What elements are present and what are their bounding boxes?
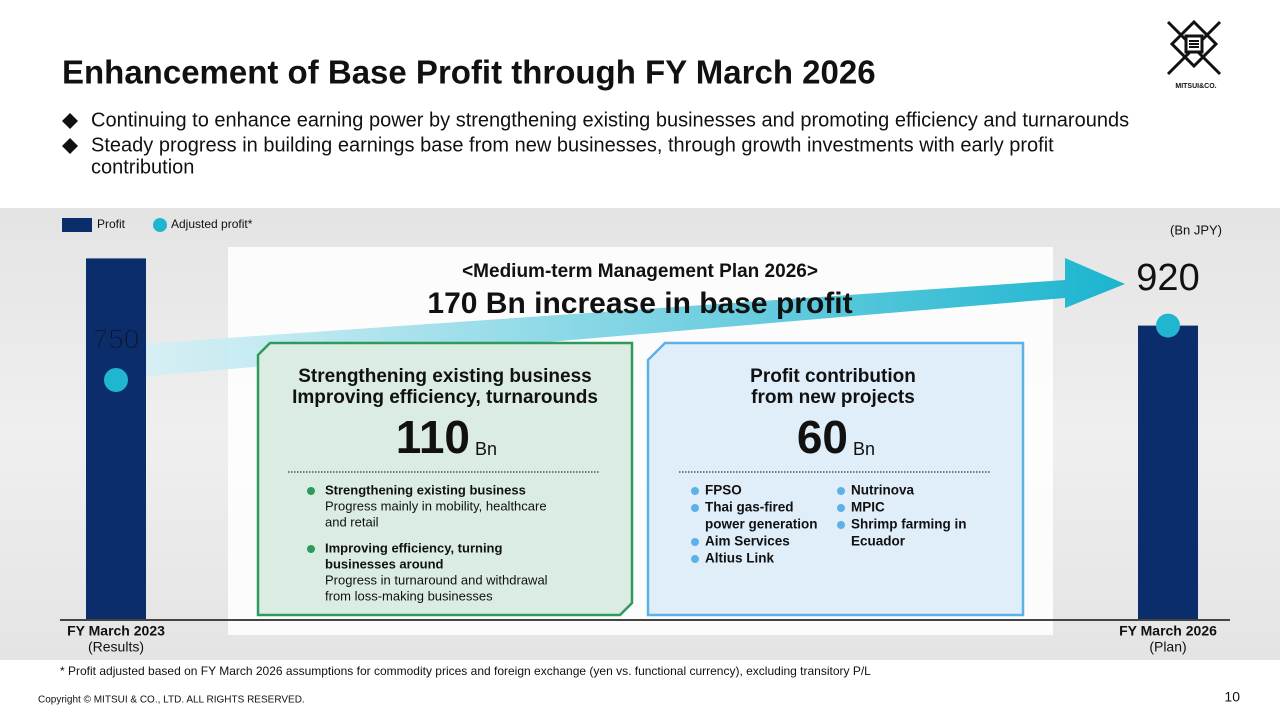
item-dot <box>691 538 699 546</box>
item-label: Aim Services <box>705 534 790 549</box>
slide-title: Enhancement of Base Profit through FY Ma… <box>62 54 876 91</box>
item-detail: Progress mainly in mobility, healthcare <box>325 498 547 513</box>
bullet-diamond <box>62 138 78 154</box>
logo-text: MITSUI&CO. <box>1175 83 1216 90</box>
box-unit: Bn <box>853 439 875 459</box>
item-label: Thai gas-fired <box>705 500 794 515</box>
legend-swatch <box>153 218 167 232</box>
item-dot <box>691 555 699 563</box>
bullet-text: contribution <box>91 156 194 178</box>
existing-business-box <box>256 341 634 617</box>
box-amount: 110 <box>396 411 470 463</box>
box-amount: 60 <box>797 411 848 463</box>
item-dot <box>691 504 699 512</box>
adjusted-profit-dot <box>104 368 128 392</box>
category-label: FY March 2026 <box>1119 623 1217 639</box>
item-label: Shrimp farming in <box>851 517 967 532</box>
box-unit: Bn <box>475 439 497 459</box>
category-label: FY March 2023 <box>67 623 165 639</box>
item-label: Ecuador <box>851 534 906 549</box>
item-label: power generation <box>705 517 818 532</box>
unit-label: (Bn JPY) <box>1170 222 1222 237</box>
category-note: (Plan) <box>1149 639 1186 655</box>
item-label: Nutrinova <box>851 483 914 498</box>
bullet-text: Steady progress in building earnings bas… <box>91 134 1054 156</box>
item-detail: from loss-making businesses <box>325 588 493 603</box>
bullet-diamond <box>62 113 78 129</box>
item-label: MPIC <box>851 500 885 515</box>
new-projects-box <box>646 341 1025 617</box>
item-detail: and retail <box>325 514 379 529</box>
item-dot <box>837 521 845 529</box>
copyright: Copyright © MITSUI & CO., LTD. ALL RIGHT… <box>38 695 305 706</box>
box-title: Improving efficiency, turnarounds <box>292 387 598 408</box>
value-label: 920 <box>1136 257 1199 299</box>
page-number: 10 <box>1224 689 1240 705</box>
legend-swatch <box>62 218 92 232</box>
legend-label: Profit <box>97 217 126 231</box>
item-dot <box>307 545 315 553</box>
box-title: Strengthening existing business <box>298 366 592 387</box>
category-note: (Results) <box>88 639 144 655</box>
box-title: Profit contribution <box>750 366 916 387</box>
item-label: Strengthening existing business <box>325 482 526 497</box>
item-dot <box>691 487 699 495</box>
footnote: * Profit adjusted based on FY March 2026… <box>60 664 871 678</box>
value-label: 750 <box>93 323 140 354</box>
plan-summary: 170 Bn increase in base profit <box>427 287 852 320</box>
item-dot <box>307 487 315 495</box>
item-dot <box>837 504 845 512</box>
profit-bar <box>1138 325 1198 620</box>
bullet-text: Continuing to enhance earning power by s… <box>91 109 1129 131</box>
logo-mark <box>1166 19 1222 76</box>
item-dot <box>837 487 845 495</box>
box-title: from new projects <box>751 387 915 408</box>
adjusted-profit-dot <box>1156 313 1180 338</box>
item-label: FPSO <box>705 483 742 498</box>
plan-heading: <Medium-term Management Plan 2026> <box>462 261 818 282</box>
item-label: businesses around <box>325 556 444 571</box>
item-label: Altius Link <box>705 551 774 566</box>
item-detail: Progress in turnaround and withdrawal <box>325 572 548 587</box>
legend-label: Adjusted profit* <box>171 217 253 231</box>
item-label: Improving efficiency, turning <box>325 540 503 555</box>
profit-bar <box>86 258 146 620</box>
